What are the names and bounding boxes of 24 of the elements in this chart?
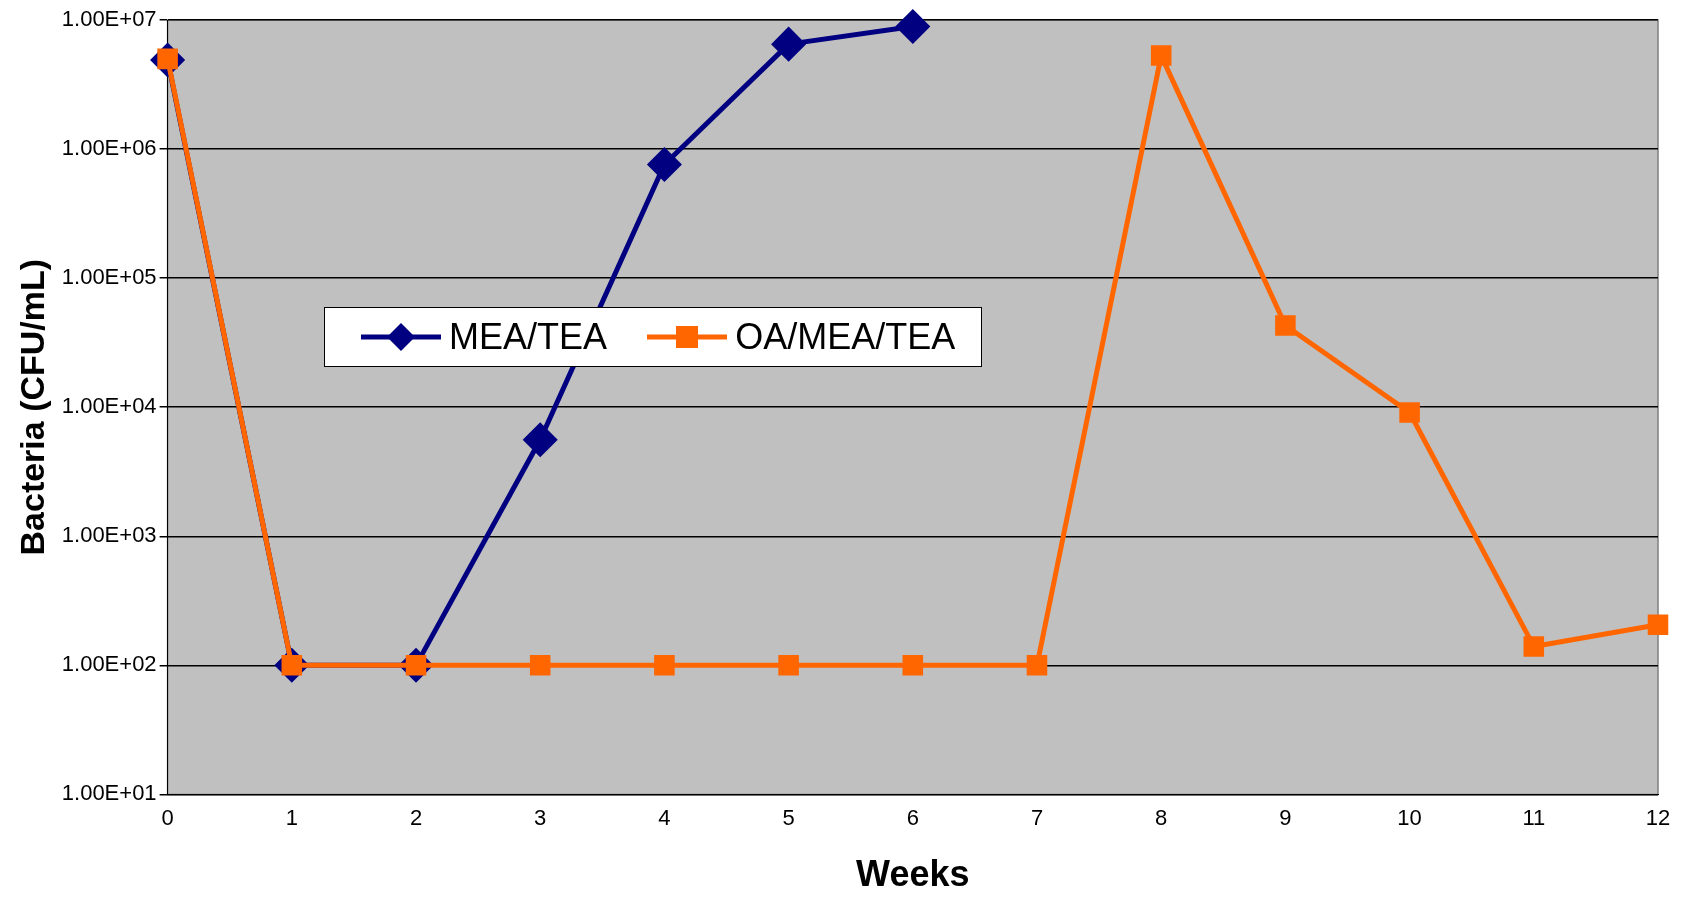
y-tick-label: 1.00E+04 xyxy=(61,393,157,419)
x-tick-label: 7 xyxy=(1030,804,1044,830)
y-tick-label: 1.00E+02 xyxy=(61,651,157,677)
x-tick-label: 10 xyxy=(1397,804,1422,830)
x-tick-label: 0 xyxy=(161,804,174,830)
x-tick-label: 9 xyxy=(1279,804,1292,830)
y-tick-label: 1.00E+03 xyxy=(61,522,157,548)
legend-label: MEA/TEA xyxy=(449,315,608,358)
x-tick-label: 8 xyxy=(1155,804,1168,830)
y-tick-label: 1.00E+06 xyxy=(61,135,157,161)
x-tick-label: 1 xyxy=(285,804,298,830)
x-axis-title: Weeks xyxy=(856,853,970,895)
y-tick-label: 1.00E+05 xyxy=(61,264,157,290)
legend-label: OA/MEA/TEA xyxy=(735,315,956,358)
y-tick-label: 1.00E+07 xyxy=(61,6,157,32)
y-tick-label: 1.00E+01 xyxy=(61,780,157,806)
x-tick-label: 11 xyxy=(1522,804,1546,830)
x-tick-label: 6 xyxy=(906,804,919,830)
x-tick-label: 12 xyxy=(1645,804,1671,830)
y-axis-title: Bacteria (CFU/mL) xyxy=(12,258,51,556)
x-tick-label: 2 xyxy=(409,804,423,830)
x-tick-label: 3 xyxy=(534,804,547,830)
x-tick-label: 4 xyxy=(658,804,671,830)
x-tick-label: 5 xyxy=(782,804,795,830)
